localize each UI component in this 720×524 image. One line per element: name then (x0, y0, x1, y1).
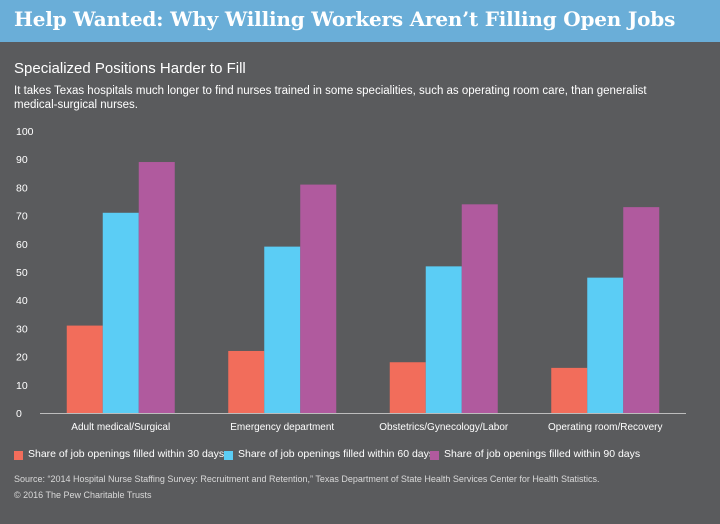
y-tick-label: 20 (16, 352, 28, 364)
x-category-label: Operating room/Recovery (548, 422, 663, 433)
x-category-label: Obstetrics/Gynecology/Labor (379, 422, 509, 433)
legend-swatch (14, 451, 23, 460)
y-tick-label: 70 (16, 211, 28, 223)
legend-label: Share of job openings filled within 90 d… (444, 448, 641, 460)
x-category-label: Adult medical/Surgical (71, 422, 170, 433)
y-tick-label: 40 (16, 295, 28, 307)
chart-legend: Share of job openings filled within 30 d… (0, 448, 720, 462)
legend-label: Share of job openings filled within 60 d… (238, 448, 435, 460)
bar-2-4 (587, 277, 624, 413)
bar-2-1 (102, 212, 139, 413)
x-category-label: Emergency department (230, 422, 334, 433)
chart-description: It takes Texas hospitals much longer to … (14, 85, 647, 111)
source-note: Source: “2014 Hospital Nurse Staffing Su… (14, 474, 600, 484)
legend-swatch (224, 451, 233, 460)
bar-3-3 (461, 204, 498, 413)
bar-3-4 (623, 207, 660, 413)
y-tick-label: 90 (16, 154, 28, 166)
bar-1-2 (228, 350, 265, 413)
page-title: Help Wanted: Why Willing Workers Aren’t … (14, 7, 676, 31)
legend-label: Share of job openings filled within 30 d… (28, 448, 225, 460)
bar-2-2 (264, 246, 301, 413)
y-tick-label: 50 (16, 267, 28, 279)
chart-subtitle: Specialized Positions Harder to Fill (14, 60, 246, 77)
y-tick-label: 60 (16, 239, 28, 251)
title-banner: Help Wanted: Why Willing Workers Aren’t … (0, 0, 720, 42)
bar-3-2 (300, 184, 337, 413)
bar-1-4 (551, 367, 588, 413)
legend-swatch (430, 451, 439, 460)
y-tick-label: 80 (16, 182, 28, 194)
bar-1-3 (389, 362, 426, 413)
bar-3-1 (138, 162, 175, 413)
y-tick-label: 30 (16, 323, 28, 335)
y-tick-label: 10 (16, 380, 28, 392)
copyright-note: © 2016 The Pew Charitable Trusts (14, 490, 152, 500)
y-tick-label: 100 (16, 126, 34, 138)
y-tick-label: 0 (16, 408, 22, 420)
bar-2-3 (425, 266, 462, 413)
bar-1-1 (66, 325, 103, 413)
